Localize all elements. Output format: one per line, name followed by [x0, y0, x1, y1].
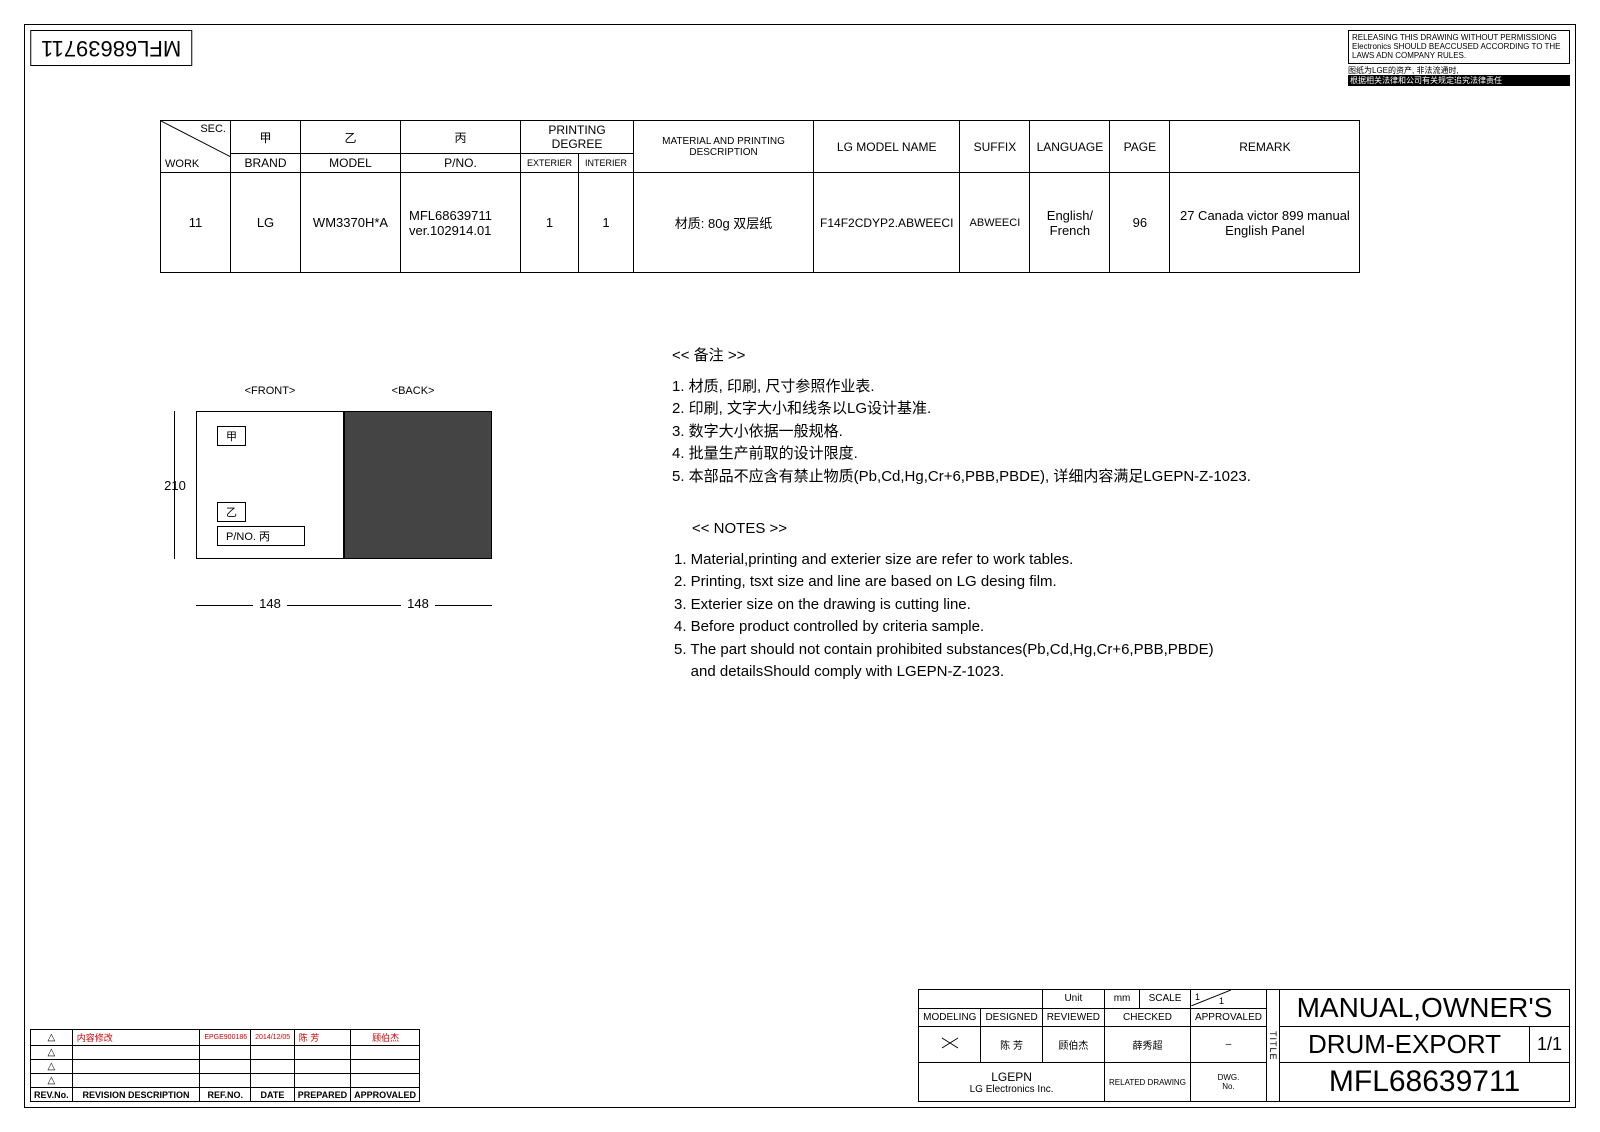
notes: << 备注 >> 1. 材质, 印刷, 尺寸参照作业表. 2. 印刷, 文字大小… [672, 345, 1372, 684]
legal-box: RELEASING THIS DRAWING WITHOUT PERMISSIO… [1348, 30, 1570, 86]
panel-front: 甲 乙 P/NO. 丙 [196, 411, 344, 559]
revision-table: △ 内容修改 EPGE900186 2014/12/05 陈 芳 顾伯杰 △ △… [30, 1029, 420, 1102]
diag-header: SEC. WORK [161, 121, 231, 173]
svg-text:1: 1 [1219, 996, 1224, 1006]
legal-en: RELEASING THIS DRAWING WITHOUT PERMISSIO… [1348, 30, 1570, 64]
legal-cn-2: 根据相关法律和公司有关规定追究法律责任 [1348, 75, 1570, 86]
panel-diagram: <FRONT> <BACK> 210 甲 乙 P/NO. 丙 148 148 [160, 385, 520, 581]
part-number-rotated: MFL68639711 [30, 30, 192, 66]
title-block: Unit mm SCALE 11 TITLE MANUAL,OWNER'S MO… [918, 989, 1570, 1102]
panel-back [344, 411, 492, 559]
spec-table: SEC. WORK 甲 乙 丙 PRINTING DEGREE MATERIAL… [160, 120, 1360, 273]
svg-text:1: 1 [1195, 992, 1200, 1002]
legal-cn-1: 图纸为LGE的资产, 非法流通时, [1348, 66, 1570, 75]
